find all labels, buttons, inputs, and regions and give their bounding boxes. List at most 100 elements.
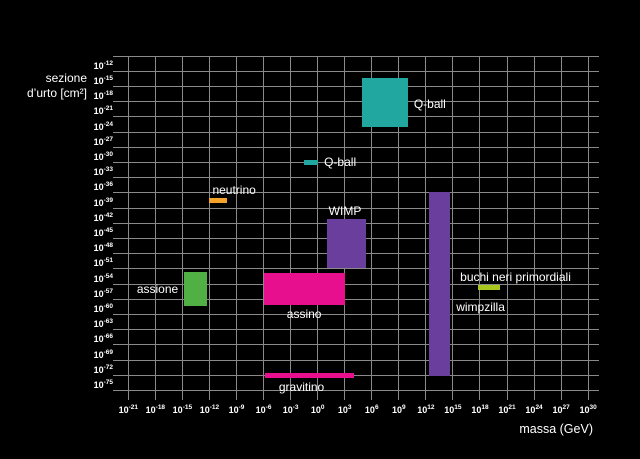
y-tick-label: 10-48 xyxy=(93,242,113,254)
grid-hline xyxy=(113,283,599,285)
grid-hline xyxy=(113,101,599,103)
grid-hline xyxy=(113,344,599,346)
data-box-wimpzilla xyxy=(428,191,451,377)
data-box-q-ball xyxy=(361,78,408,127)
y-axis-title: sezione d’urto [cm²] xyxy=(20,71,87,100)
x-tick-label: 10-18 xyxy=(145,403,166,415)
y-tick-label: 10-60 xyxy=(93,302,113,314)
grid-hline xyxy=(113,313,599,315)
y-axis-title-line2: d’urto [cm²] xyxy=(26,85,87,100)
data-box-label-gravitino: gravitino xyxy=(278,380,325,395)
x-tick-label: 1021 xyxy=(498,403,516,415)
grid-hline xyxy=(113,146,599,148)
x-tick-label: 106 xyxy=(364,403,379,415)
grid-vline xyxy=(263,56,265,400)
data-box-label-buchi-neri-primordiali: buchi neri primordiali xyxy=(460,269,571,284)
y-tick-label: 10-15 xyxy=(93,74,113,86)
data-box-neutrino xyxy=(209,198,228,204)
grid-hline xyxy=(113,298,599,300)
y-tick-label: 10-24 xyxy=(93,120,113,132)
y-tick-label: 10-63 xyxy=(93,318,113,330)
y-tick-label: 10-66 xyxy=(93,333,113,345)
x-tick-label: 10-21 xyxy=(118,403,139,415)
grid-hline xyxy=(113,85,599,87)
y-tick-label: 10-45 xyxy=(93,226,113,238)
y-tick-label: 10-33 xyxy=(93,166,113,178)
grid-hline xyxy=(113,177,599,179)
grid-hline xyxy=(113,55,599,57)
y-tick-label: 10-54 xyxy=(93,272,113,284)
y-tick-label: 10-36 xyxy=(93,181,113,193)
x-tick-label: 10-9 xyxy=(228,403,245,415)
x-tick-label: 1024 xyxy=(525,403,543,415)
data-box-gravitino xyxy=(265,372,354,379)
y-tick-label: 10-27 xyxy=(93,135,113,147)
y-tick-label: 10-42 xyxy=(93,211,113,223)
grid-hline xyxy=(113,70,599,72)
grid-vline xyxy=(371,56,373,400)
data-box-buchi-neri-primordiali xyxy=(478,284,500,291)
y-tick-label: 10-75 xyxy=(93,378,113,390)
grid-vline xyxy=(208,56,210,400)
x-tick-label: 109 xyxy=(391,403,406,415)
y-axis-title-line1: sezione xyxy=(45,71,87,85)
x-tick-label: 10-3 xyxy=(282,403,299,415)
data-box-label-wimpzilla: wimpzilla xyxy=(456,299,505,314)
y-tick-label: 10-51 xyxy=(93,257,113,269)
data-box-label-assino: assino xyxy=(286,306,322,321)
y-tick-label: 10-12 xyxy=(93,59,113,71)
grid-vline xyxy=(560,56,562,400)
grid-vline xyxy=(506,56,508,400)
grid-hline xyxy=(113,207,599,209)
x-tick-label: 1018 xyxy=(471,403,489,415)
grid-hline xyxy=(113,116,599,118)
data-box-label-neutrino: neutrino xyxy=(212,183,256,198)
x-tick-label: 1012 xyxy=(417,403,435,415)
grid-vline xyxy=(587,56,589,400)
grid-vline xyxy=(127,56,129,400)
grid-vline xyxy=(290,56,292,400)
data-box-label-wimp: WIMP xyxy=(328,203,362,218)
x-axis-title: massa (GeV) xyxy=(519,422,593,436)
grid-vline xyxy=(154,56,156,400)
data-box-wimp xyxy=(326,218,367,269)
grid-hline xyxy=(113,359,599,361)
y-tick-label: 10-57 xyxy=(93,287,113,299)
grid-vline xyxy=(533,56,535,400)
grid-vline xyxy=(236,56,237,400)
x-tick-label: 1027 xyxy=(552,403,570,415)
x-tick-label: 1015 xyxy=(444,403,462,415)
y-tick-label: 10-39 xyxy=(93,196,113,208)
grid-vline xyxy=(181,56,183,400)
grid-hline xyxy=(113,131,599,133)
y-tick-label: 10-30 xyxy=(93,150,113,162)
x-tick-label: 100 xyxy=(310,403,325,415)
data-box-label-q-ball-2: Q-ball xyxy=(324,154,357,169)
grid-hline xyxy=(113,329,599,331)
data-box-label-assione: assione xyxy=(136,281,179,296)
grid-hline xyxy=(113,374,599,376)
grid-vline xyxy=(452,56,454,400)
data-box-label-q-ball: Q-ball xyxy=(413,97,446,112)
x-tick-label: 10-12 xyxy=(199,403,220,415)
x-tick-label: 1030 xyxy=(579,403,597,415)
x-tick-label: 103 xyxy=(337,403,352,415)
grid-vline xyxy=(317,56,319,400)
x-tick-label: 10-15 xyxy=(172,403,193,415)
data-box-assione xyxy=(184,272,208,306)
x-tick-label: 10-6 xyxy=(255,403,272,415)
y-tick-label: 10-69 xyxy=(93,348,113,360)
grid-vline xyxy=(425,56,427,400)
y-tick-label: 10-18 xyxy=(93,90,113,102)
grid-vline xyxy=(398,56,400,400)
y-tick-label: 10-21 xyxy=(93,105,113,117)
data-box-assino xyxy=(263,273,345,305)
data-box-q-ball-2 xyxy=(304,159,319,165)
grid-hline xyxy=(113,192,599,194)
grid-hline xyxy=(113,389,599,391)
y-tick-label: 10-72 xyxy=(93,363,113,375)
grid-hline xyxy=(113,268,599,270)
grid-hline xyxy=(113,161,599,163)
grid-vline xyxy=(479,56,481,400)
